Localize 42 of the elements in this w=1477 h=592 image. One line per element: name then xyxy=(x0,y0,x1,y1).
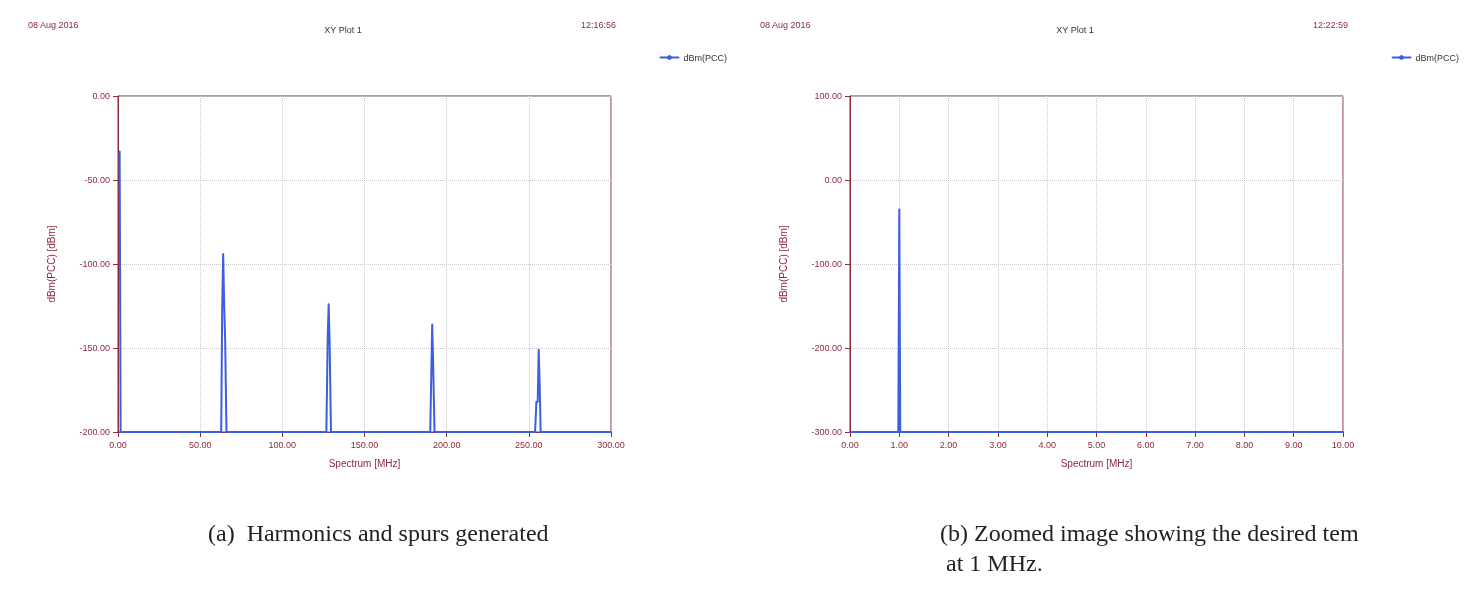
x-tick-label: 200.00 xyxy=(432,439,461,450)
y-tick-label: -200.00 xyxy=(811,343,842,353)
x-tick-label: 50.00 xyxy=(188,439,212,450)
x-tick-label: 0.00 xyxy=(109,439,127,450)
x-tick-label: 6.00 xyxy=(1137,439,1155,450)
y-tick-label: 0.00 xyxy=(824,175,842,185)
chart-subtitle: XY Plot 1 xyxy=(324,24,362,35)
x-tick-label: 100.00 xyxy=(268,439,297,450)
text: 12:22:59 xyxy=(1312,19,1349,30)
x-tick-label: 2.00 xyxy=(939,439,958,450)
y-tick-label: 100.00 xyxy=(814,91,842,101)
y-tick-label: -50.00 xyxy=(84,175,110,185)
y-tick-label: -200.00 xyxy=(79,427,110,437)
x-tick-label: 150.00 xyxy=(350,439,379,450)
legend-label: dBm(PCC) xyxy=(1415,52,1460,63)
y-tick-label: -100.00 xyxy=(79,259,110,269)
x-tick-label: 3.00 xyxy=(989,439,1007,450)
x-tick-label: 9.00 xyxy=(1284,439,1303,450)
x-tick-label: 300.00 xyxy=(597,439,625,450)
x-axis-title: Spectrum [MHz] xyxy=(1060,457,1133,469)
x-tick-label: 4.00 xyxy=(1038,439,1056,450)
x-tick-label: 5.00 xyxy=(1087,439,1106,450)
y-axis-title: dBm(PCC) [dBm] xyxy=(777,225,789,303)
y-axis-title: dBm(PCC) [dBm] xyxy=(45,225,57,303)
x-tick-label: 10.00 xyxy=(1331,439,1355,450)
chart-subtitle: XY Plot 1 xyxy=(1056,24,1094,35)
x-axis-title: Spectrum [MHz] xyxy=(328,457,401,469)
y-tick-label: 0.00 xyxy=(92,91,110,101)
text: 12:16:56 xyxy=(580,19,617,30)
y-tick-label: -150.00 xyxy=(79,343,110,353)
legend-label: dBm(PCC) xyxy=(683,52,728,63)
text: (b) Zoomed image showing the desired tem at 1 MHz. xyxy=(940,520,1359,576)
y-tick-label: -100.00 xyxy=(811,259,842,269)
x-tick-label: 250.00 xyxy=(515,439,543,450)
y-tick-label: -300.00 xyxy=(811,427,842,437)
text: 08 Aug 2016 xyxy=(760,19,811,30)
x-tick-label: 0.00 xyxy=(841,439,859,450)
text: (a) Harmonics and spurs generated xyxy=(208,520,549,546)
x-tick-label: 1.00 xyxy=(890,439,909,450)
x-tick-label: 7.00 xyxy=(1186,439,1204,450)
text: 08 Aug 2016 xyxy=(28,19,79,30)
x-tick-label: 8.00 xyxy=(1235,439,1254,450)
